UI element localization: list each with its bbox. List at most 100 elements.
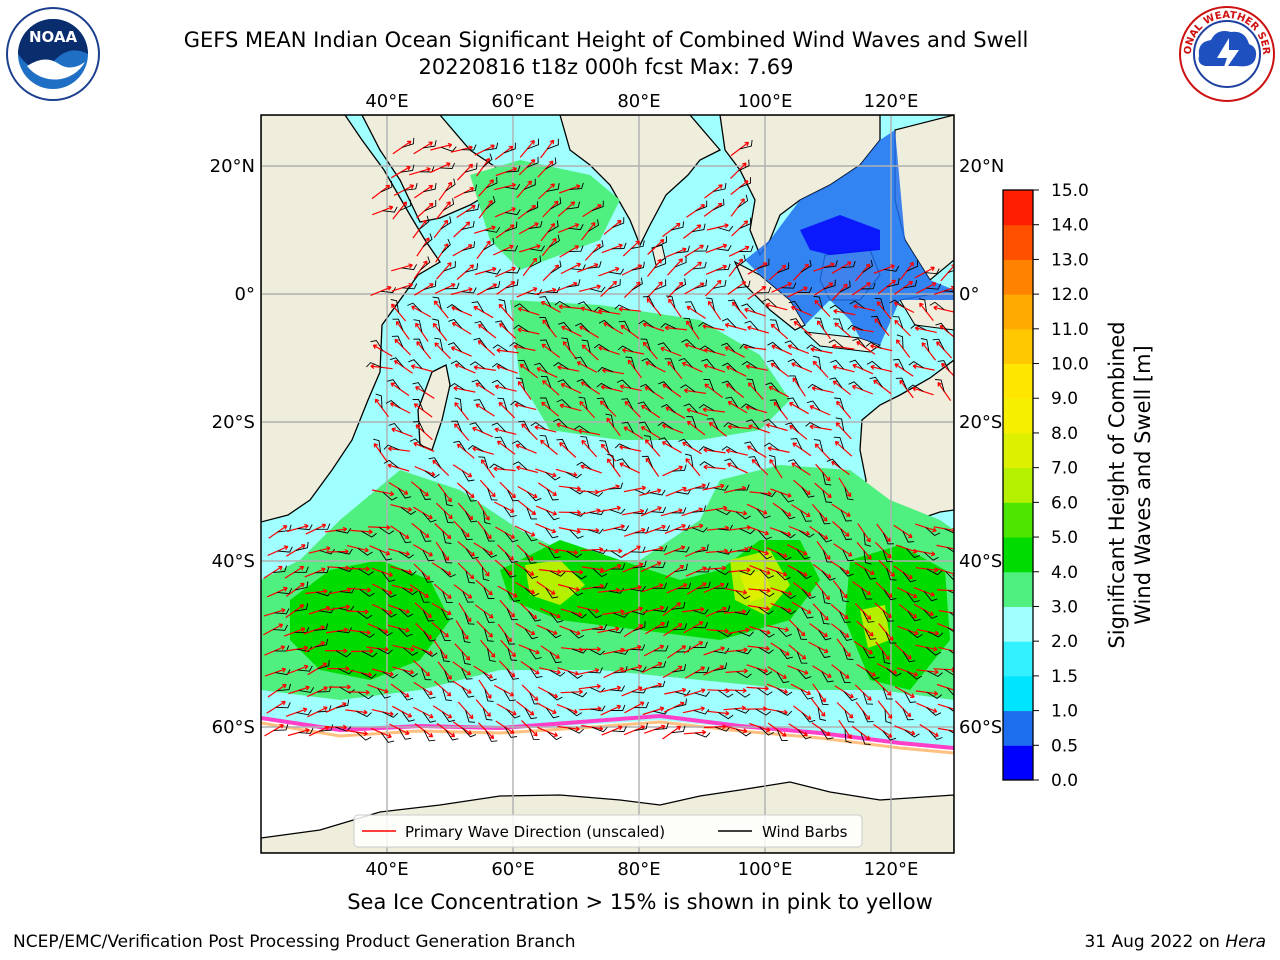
wave-direction-arrow <box>513 344 536 352</box>
wind-barb <box>357 547 373 556</box>
wind-barb <box>840 528 853 541</box>
lon-label-bottom-80e: 80°E <box>617 859 660 880</box>
wave-direction-arrow <box>893 524 913 538</box>
wind-barb <box>739 139 753 150</box>
wave-direction-arrow <box>373 443 388 462</box>
wind-barb <box>571 691 588 698</box>
wind-barb <box>399 690 414 701</box>
wind-barb <box>882 610 895 622</box>
wind-barb <box>839 630 853 642</box>
australia-land <box>859 359 954 529</box>
wind-barb <box>766 359 781 371</box>
lon-label-top-100e: 100°E <box>738 91 793 112</box>
wave-direction-arrow <box>536 581 556 595</box>
wind-barb <box>275 669 291 676</box>
wave-direction-arrow <box>667 281 684 299</box>
wave-direction-arrow <box>660 346 682 357</box>
wind-barb <box>757 529 772 540</box>
wave-direction-arrow <box>539 607 561 619</box>
wind-barb <box>418 590 430 603</box>
wind-barb <box>776 571 791 581</box>
wind-barb <box>685 453 694 468</box>
wave-direction-arrow <box>267 545 289 556</box>
wind-barb <box>402 283 418 290</box>
wind-barb <box>484 628 494 642</box>
wave-direction-arrow <box>433 219 449 239</box>
wind-barb <box>485 268 501 275</box>
wind-barb <box>844 729 852 744</box>
wave-direction-arrow <box>542 319 557 338</box>
wind-barb <box>387 379 401 390</box>
wind-barb <box>434 337 444 351</box>
wind-barb <box>517 359 530 372</box>
wave-direction-arrow <box>600 280 618 298</box>
wind-barb <box>716 548 733 555</box>
wind-barb <box>546 707 560 719</box>
wind-barb <box>713 662 728 672</box>
wave-direction-arrow <box>703 565 727 571</box>
wind-barb <box>657 421 674 430</box>
wind-barb <box>608 268 624 275</box>
wave-direction-arrow <box>454 423 470 441</box>
wind-barb <box>759 629 775 638</box>
wave-direction-arrow <box>624 701 645 714</box>
wind-barb <box>828 339 844 348</box>
wind-barb <box>569 629 585 639</box>
wind-barb <box>402 647 418 656</box>
wave-direction-arrow <box>578 428 601 436</box>
wind-barb <box>380 287 396 294</box>
wave-direction-arrow <box>475 382 495 396</box>
wave-direction-arrow <box>305 523 327 535</box>
wind-barb <box>835 417 845 431</box>
wind-barb <box>419 530 432 542</box>
wind-barb <box>698 403 715 411</box>
wind-barb <box>735 484 750 491</box>
wind-barb <box>621 398 634 410</box>
wind-barb <box>400 507 417 515</box>
wind-barb <box>833 436 845 450</box>
wind-barb <box>422 140 437 149</box>
lat-label-right-0: 0° <box>959 284 979 305</box>
wave-direction-arrow <box>833 543 853 557</box>
wind-barb <box>422 712 437 723</box>
wave-direction-arrow <box>873 724 893 738</box>
wind-barb <box>713 484 729 491</box>
wind-barb <box>474 320 488 332</box>
wind-barb <box>549 612 564 623</box>
wind-barb <box>650 489 666 496</box>
wave-direction-arrow <box>433 680 452 697</box>
wave-direction-arrow <box>372 583 393 595</box>
wave-direction-arrow <box>387 463 410 472</box>
wind-barb <box>695 482 710 489</box>
wind-barb <box>571 571 587 580</box>
wind-barb <box>382 671 398 679</box>
wind-barb <box>506 708 521 719</box>
wind-barb <box>503 142 516 154</box>
wind-barb <box>658 437 673 448</box>
wind-barb <box>847 324 863 331</box>
wind-barb <box>818 532 833 543</box>
wave-direction-arrow <box>702 323 725 331</box>
wind-barb <box>744 320 759 331</box>
wind-barb <box>336 627 352 634</box>
wind-barb <box>441 551 453 564</box>
wind-barb <box>948 707 954 713</box>
wind-barb <box>491 379 507 390</box>
wind-barb <box>272 624 288 631</box>
noaa-logo: NOAA <box>6 7 100 101</box>
wave-direction-arrow <box>897 625 919 636</box>
wave-direction-arrow <box>838 477 852 498</box>
wind-barb <box>777 688 793 696</box>
wind-barb <box>686 416 697 429</box>
wind-barb <box>768 454 777 469</box>
wind-barb <box>568 245 584 253</box>
wind-barb <box>423 280 437 290</box>
wind-barb <box>272 565 287 573</box>
wind-barb <box>419 215 430 230</box>
colorbar-tick-label: 0.5 <box>1051 736 1078 756</box>
wave-direction-arrow <box>770 323 789 340</box>
wind-barb <box>381 608 397 618</box>
wave-direction-arrow <box>474 266 497 276</box>
wind-barb <box>818 692 829 706</box>
wind-barb <box>947 547 954 553</box>
